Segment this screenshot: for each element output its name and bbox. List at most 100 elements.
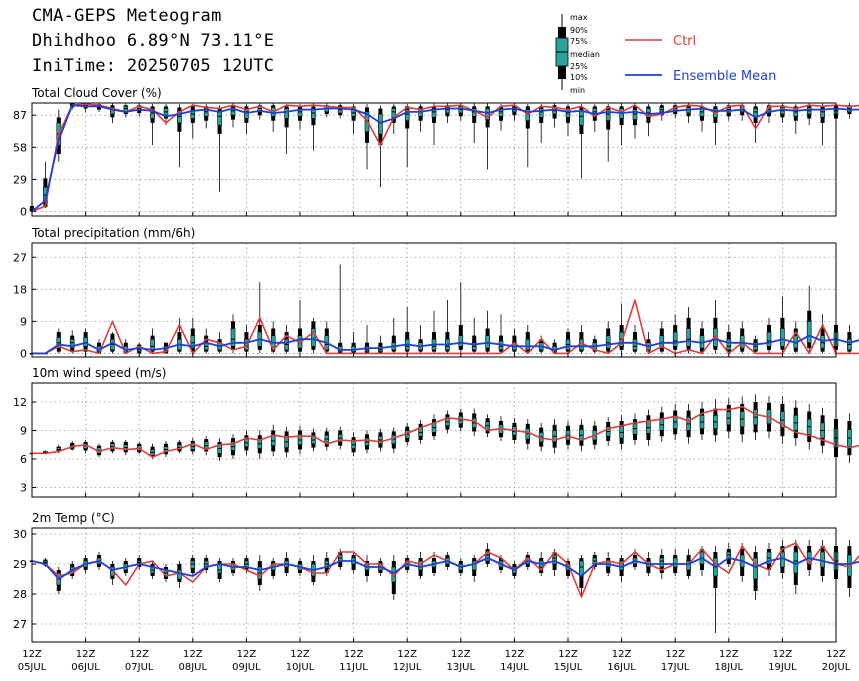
x-tick-date: 17JUL <box>661 662 690 673</box>
quartile-box <box>686 560 691 571</box>
x-tick-hour: 12Z <box>290 649 310 660</box>
x-tick-hour: 12Z <box>451 649 471 660</box>
y-tick-label: 3 <box>20 482 27 495</box>
ctrl-line <box>31 103 859 213</box>
quartile-box <box>83 337 88 347</box>
y-tick-label: 0 <box>20 347 27 360</box>
x-tick-date: 18JUL <box>715 662 744 673</box>
quartile-box <box>726 338 732 351</box>
chart-title: CMA-GEPS Meteogram <box>32 6 222 26</box>
legend-box-label: max <box>570 13 588 22</box>
legend-box-label: 90% <box>570 26 588 35</box>
y-tick-label: 29 <box>13 558 27 571</box>
quartile-box <box>632 109 638 120</box>
x-tick-date: 19JUL <box>768 662 797 673</box>
quartile-box <box>659 557 665 568</box>
x-tick-hour: 12Z <box>237 649 257 660</box>
y-tick-label: 9 <box>20 425 27 438</box>
quartile-box <box>418 560 423 571</box>
panel-title: Total Cloud Cover (%) <box>31 86 162 100</box>
legend-box-label: 25% <box>570 62 588 71</box>
quartile-box <box>485 108 490 120</box>
ensemble-mean-line <box>31 557 859 580</box>
quartile-box <box>525 109 531 122</box>
quartile-box <box>471 560 477 571</box>
x-tick-date: 14JUL <box>500 662 529 673</box>
y-tick-label: 27 <box>13 251 27 264</box>
x-tick-date: 05JUL <box>18 662 47 673</box>
quartile-box <box>311 328 316 347</box>
x-tick-hour: 12Z <box>665 649 685 660</box>
x-tick-date: 10JUL <box>286 662 315 673</box>
x-tick-date: 12JUL <box>393 662 422 673</box>
quartile-box <box>458 335 464 347</box>
quartile-box <box>311 108 316 119</box>
y-tick-label: 29 <box>13 173 27 186</box>
x-tick-hour: 12Z <box>22 649 42 660</box>
x-tick-hour: 12Z <box>183 649 203 660</box>
quartile-box <box>632 338 638 351</box>
y-tick-label: 12 <box>13 396 27 409</box>
legend-box-label: min <box>570 86 585 95</box>
quartile-box <box>739 335 745 349</box>
quartile-box <box>672 331 678 347</box>
panel-title: 10m wind speed (m/s) <box>32 366 166 380</box>
quartile-box <box>284 108 289 119</box>
panel-frame <box>31 102 837 217</box>
init-time-label: IniTime: 20250705 12UTC <box>32 56 275 76</box>
x-tick-hour: 12Z <box>397 649 417 660</box>
quartile-box <box>605 335 611 349</box>
quartile-box <box>605 109 611 122</box>
quartile-box <box>150 338 155 351</box>
quartile-box <box>820 551 825 568</box>
legend-box-label: median <box>570 50 600 59</box>
quartile-box <box>217 563 222 574</box>
x-tick-date: 15JUL <box>554 662 583 673</box>
legend-ctrl-label: Ctrl <box>673 34 696 49</box>
legend-box-label: 10% <box>570 73 588 82</box>
legend-mean-label: Ensemble Mean <box>673 69 776 84</box>
y-tick-label: 9 <box>20 315 27 328</box>
quartile-box <box>230 107 236 116</box>
y-tick-label: 58 <box>13 141 27 154</box>
quartile-box <box>780 328 785 347</box>
y-tick-label: 6 <box>20 453 27 466</box>
y-tick-label: 0 <box>20 206 27 219</box>
y-tick-label: 87 <box>13 109 27 122</box>
quartile-box <box>538 108 544 118</box>
quartile-box <box>431 108 437 118</box>
quartile-box <box>753 557 758 580</box>
quartile-box <box>485 335 490 349</box>
quartile-box <box>753 108 758 117</box>
quartile-box <box>498 108 504 117</box>
panel-frame <box>31 527 837 643</box>
x-tick-date: 20JUL <box>822 662 851 673</box>
quartile-box <box>404 109 410 122</box>
quartile-box <box>69 338 75 349</box>
panel-frame <box>31 382 837 498</box>
quartile-box <box>579 110 584 126</box>
ctrl-line <box>31 542 859 598</box>
quartile-box <box>659 335 665 349</box>
x-tick-date: 09JUL <box>232 662 261 673</box>
location-label: Dhihdhoo 6.89°N 73.11°E <box>32 31 275 51</box>
legend-box-label: 75% <box>570 37 588 46</box>
x-tick-hour: 12Z <box>558 649 578 660</box>
ensemble-mean-line <box>31 104 859 213</box>
quartile-box <box>686 328 691 347</box>
ctrl-line <box>32 405 859 458</box>
x-tick-date: 13JUL <box>447 662 476 673</box>
quartile-box <box>445 107 450 114</box>
quartile-box <box>806 321 812 344</box>
quartile-box <box>699 108 705 117</box>
y-tick-label: 27 <box>13 618 27 631</box>
quartile-box <box>766 331 772 347</box>
quartile-box <box>190 560 196 569</box>
x-tick-hour: 12Z <box>719 649 739 660</box>
panel-frame <box>31 242 837 358</box>
quartile-box <box>217 111 222 126</box>
quartile-box <box>230 328 236 347</box>
quartile-box <box>177 110 182 124</box>
x-tick-date: 08JUL <box>179 662 208 673</box>
